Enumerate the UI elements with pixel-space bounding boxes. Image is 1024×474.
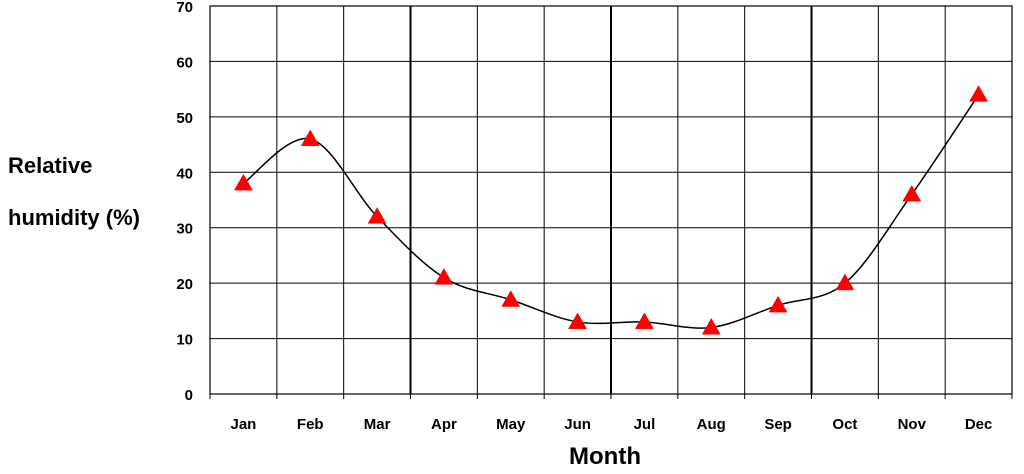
data-point-marker [501, 290, 521, 307]
x-tick-label: Sep [764, 416, 792, 433]
y-axis-title-line1: Relative [8, 153, 93, 178]
x-tick-label: Jul [634, 416, 656, 433]
x-tick-label: Nov [898, 416, 927, 433]
y-tick-label: 70 [176, 0, 193, 16]
x-tick-label: Jun [564, 416, 591, 433]
y-tick-label: 60 [176, 54, 193, 71]
x-axis-title: Month [569, 443, 641, 470]
data-point-marker [300, 129, 320, 147]
x-tick-label: Aug [697, 416, 726, 433]
data-point-marker [367, 207, 387, 224]
y-tick-label: 0 [185, 387, 193, 404]
x-tick-label: Jan [230, 416, 256, 433]
data-point-marker [969, 85, 989, 102]
x-tick-label: Apr [431, 416, 457, 433]
y-tick-label: 20 [176, 276, 193, 293]
y-tick-label: 10 [176, 332, 193, 349]
data-point-marker [701, 317, 721, 335]
y-tick-label: 30 [176, 221, 193, 238]
data-point-marker [233, 173, 253, 191]
data-point-marker [634, 312, 654, 329]
x-tick-label: Mar [364, 416, 391, 433]
y-tick-label: 40 [176, 165, 193, 182]
humidity-line [242, 94, 980, 329]
x-tick-label: May [496, 416, 526, 433]
data-point-marker [568, 312, 588, 329]
y-axis-title-line2: humidity (%) [8, 205, 140, 230]
data-point-marker [902, 184, 922, 202]
x-tick-label: Oct [832, 416, 857, 433]
data-point-marker [768, 295, 788, 313]
x-tick-label: Feb [297, 416, 324, 433]
data-point-marker [434, 268, 454, 285]
x-tick-label: Dec [965, 416, 993, 433]
y-tick-label: 50 [176, 110, 193, 127]
data-point-marker [835, 273, 855, 291]
